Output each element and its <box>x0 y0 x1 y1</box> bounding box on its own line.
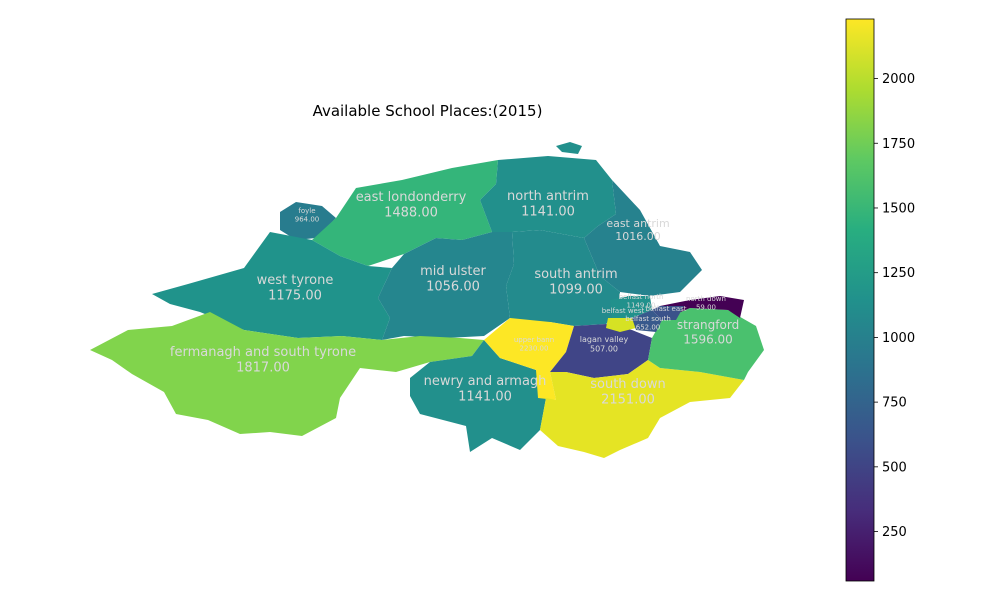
region-east-londonderry <box>312 160 498 266</box>
region-newry-and-armagh <box>410 340 546 452</box>
region-name-label: south antrim <box>534 267 617 282</box>
region-name-label: belfast north <box>619 293 664 301</box>
colorbar: 250 500 750 1000 1250 1500 1750 2000 <box>845 18 915 582</box>
colorbar-gradient <box>845 18 875 582</box>
region-strangford <box>648 308 764 380</box>
region-value-label: 1596.00 <box>683 332 733 346</box>
region-north-down <box>660 296 744 320</box>
region-belfast-north <box>610 296 652 318</box>
region-fermanagh-and-south-tyrone <box>90 312 484 436</box>
region-belfast-east <box>652 306 684 320</box>
colorbar-tick-label: 500 <box>882 460 907 475</box>
region-belfast-south <box>632 310 662 332</box>
region-south-down <box>540 360 744 458</box>
region-name-label: lagan valley <box>580 335 629 344</box>
region-south-antrim <box>506 230 620 326</box>
region-name-label: east antrim <box>606 217 669 230</box>
colorbar-tick-label: 750 <box>882 396 907 411</box>
region-value-label: 1141.00 <box>521 205 575 220</box>
region-name-label: belfast east <box>645 305 686 313</box>
region-lagan-valley <box>550 324 652 378</box>
region-name-label: belfast west <box>602 307 645 315</box>
region-name-label: south down <box>590 377 666 392</box>
region-name-label: upper bann <box>514 336 554 344</box>
region-foyle <box>280 202 336 240</box>
region-east-antrim <box>584 180 702 296</box>
chart-title: Available School Places:(2015) <box>312 102 543 120</box>
region-value-label: 1817.00 <box>236 361 290 376</box>
region-value-label: 2230.00 <box>520 344 549 352</box>
region-name-label: strangford <box>677 318 739 332</box>
region-value-label: 1175.00 <box>268 289 322 304</box>
colorbar-tick-label: 2000 <box>882 72 915 87</box>
colorbar-tick-label: 1750 <box>882 137 915 152</box>
region-value-label: 1056.00 <box>426 280 480 295</box>
region-belfast-west <box>606 318 636 332</box>
region-value-label: 1099.00 <box>549 283 603 298</box>
map-regions <box>90 142 764 458</box>
region-upper-bann <box>484 318 574 400</box>
region-value-label: 1488.00 <box>384 206 438 221</box>
region-name-label: north down <box>686 295 726 303</box>
region-north-antrim <box>480 156 616 238</box>
region-value-label: 59.00 <box>696 303 716 311</box>
colorbar-tick-label: 250 <box>882 525 907 540</box>
colorbar-tick-label: 1000 <box>882 331 915 346</box>
region-west-tyrone <box>152 232 392 340</box>
region-value-label: 1016.00 <box>615 230 661 243</box>
region-name-label: fermanagh and south tyrone <box>170 345 356 360</box>
region-name-label: west tyrone <box>257 273 334 288</box>
region-value-label: 964.00 <box>295 215 320 223</box>
colorbar-tick-label: 1250 <box>882 266 915 281</box>
region-name-label: belfast south <box>625 315 671 323</box>
region-name-label: foyle <box>298 207 315 215</box>
colorbar-tick-label: 1500 <box>882 201 915 216</box>
region-mid-ulster <box>378 232 514 340</box>
region-value-label: 1141.00 <box>458 390 512 405</box>
region-name-label: north antrim <box>507 189 589 204</box>
region-north-antrim-island <box>556 142 582 154</box>
region-value-label: 2151.00 <box>601 393 655 408</box>
region-name-label: newry and armagh <box>424 374 547 389</box>
region-name-label: mid ulster <box>420 264 486 279</box>
region-value-label: 1149.00 <box>627 301 656 309</box>
region-name-label: east londonderry <box>356 190 467 205</box>
region-value-label: 507.00 <box>590 345 618 354</box>
region-value-label: 652.00 <box>636 323 661 331</box>
